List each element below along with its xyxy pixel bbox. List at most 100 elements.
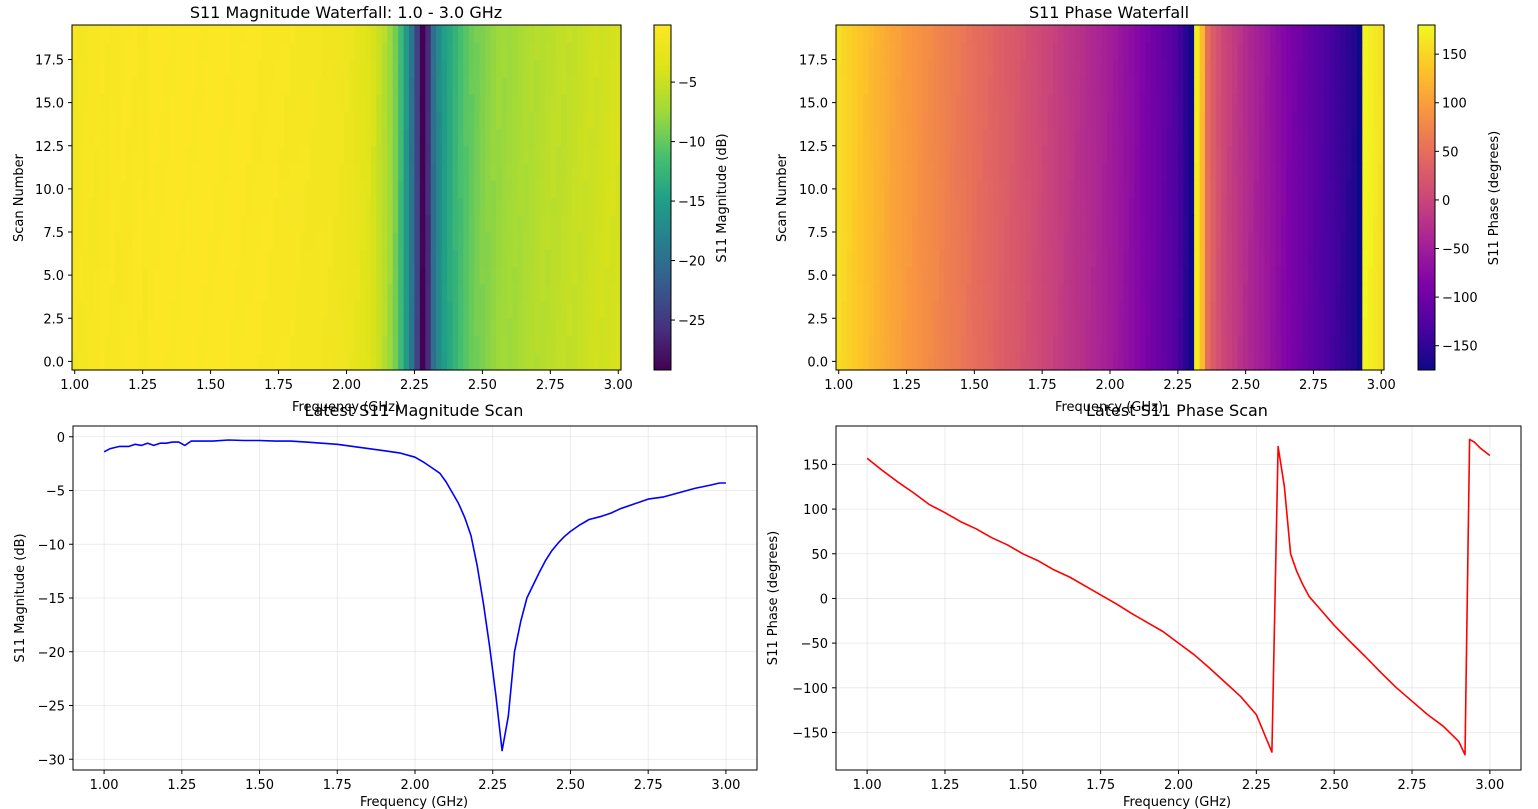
magnitude-heatmap-cell	[197, 335, 204, 354]
magnitude-heatmap-cell	[447, 128, 454, 147]
magnitude-heatmap-cell	[256, 283, 263, 302]
magnitude-heatmap-cell	[447, 249, 454, 268]
magnitude-heatmap-cell	[490, 128, 497, 147]
phase-heatmap-cell	[1253, 214, 1260, 233]
magnitude-heatmap-cell	[99, 76, 106, 95]
phase-heatmap-cell	[1188, 301, 1195, 319]
magnitude-heatmap-cell	[245, 111, 252, 130]
magnitude-heatmap-cell	[501, 163, 508, 181]
phase-heatmap-cell	[1335, 128, 1342, 147]
magnitude-heatmap-cell	[425, 111, 432, 130]
phase-heatmap-cell	[1302, 266, 1309, 285]
magnitude-heatmap-cell	[555, 335, 562, 354]
phase-heatmap-cell	[928, 76, 935, 95]
phase-heatmap-cell	[928, 232, 935, 250]
phase-heatmap-cell	[982, 145, 989, 164]
magnitude-heatmap-cell	[343, 128, 350, 147]
magnitude-heatmap-cell	[186, 25, 193, 43]
magnitude-heatmap-cell	[599, 249, 606, 268]
magnitude-heatmap-cell	[338, 352, 345, 371]
magnitude-heatmap-cell	[485, 163, 492, 181]
magnitude-heatmap-cell	[256, 197, 263, 216]
y-tick-label: 0	[57, 431, 65, 446]
magnitude-heatmap-cell	[398, 163, 405, 181]
phase-heatmap-cell	[1047, 111, 1054, 130]
magnitude-heatmap-cell	[311, 197, 318, 216]
magnitude-heatmap-cell	[191, 283, 198, 302]
phase-heatmap-cell	[1308, 266, 1315, 285]
magnitude-heatmap-cell	[294, 111, 301, 130]
phase-heatmap-cell	[1232, 318, 1239, 337]
magnitude-heatmap-cell	[186, 76, 193, 95]
phase-heatmap-cell	[1351, 232, 1358, 250]
x-tick-label: 2.25	[1163, 378, 1192, 393]
phase-heatmap-cell	[873, 249, 881, 268]
phase-heatmap-cell	[1096, 128, 1103, 147]
phase-heatmap-cell	[852, 266, 859, 285]
magnitude-heatmap-cell	[256, 59, 263, 78]
phase-waterfall-ylabel: Scan Number	[775, 153, 790, 242]
magnitude-heatmap-cell	[169, 76, 176, 95]
magnitude-heatmap-cell	[72, 335, 79, 354]
magnitude-heatmap-cell	[610, 111, 617, 130]
phase-heatmap-cell	[1139, 76, 1146, 95]
magnitude-heatmap-cell	[327, 163, 334, 181]
magnitude-heatmap-cell	[197, 128, 204, 147]
phase-heatmap-cell	[1161, 42, 1168, 61]
phase-heatmap-cell	[1053, 232, 1060, 250]
magnitude-heatmap-cell	[278, 197, 285, 216]
phase-heatmap-cell	[1166, 335, 1173, 354]
magnitude-heatmap-cell	[523, 59, 530, 78]
magnitude-heatmap-cell	[322, 266, 329, 285]
magnitude-heatmap-cell	[300, 249, 307, 268]
magnitude-heatmap-cell	[561, 249, 568, 268]
magnitude-heatmap-cell	[240, 197, 247, 216]
magnitude-heatmap-cell	[93, 180, 100, 199]
magnitude-heatmap-cell	[452, 214, 459, 233]
magnitude-heatmap-cell	[376, 111, 383, 130]
phase-heatmap-cell	[1248, 232, 1255, 250]
magnitude-heatmap-cell	[305, 94, 312, 112]
phase-heatmap-cell	[1329, 180, 1336, 199]
magnitude-heatmap-cell	[539, 283, 546, 302]
magnitude-heatmap-cell	[517, 214, 524, 233]
phase-heatmap-cell	[977, 249, 984, 268]
phase-heatmap-cell	[1378, 214, 1385, 233]
phase-heatmap-cell	[1362, 283, 1369, 302]
phase-heatmap-cell	[1166, 42, 1173, 61]
magnitude-heatmap-cell	[387, 111, 394, 130]
phase-heatmap-cell	[1351, 42, 1358, 61]
phase-heatmap-cell	[1280, 318, 1287, 337]
magnitude-heatmap-cell	[327, 266, 334, 285]
magnitude-heatmap-cell	[267, 266, 274, 285]
magnitude-heatmap-cell	[506, 283, 513, 302]
magnitude-heatmap-cell	[615, 111, 622, 130]
phase-heatmap-cell	[993, 266, 1000, 285]
magnitude-heatmap-cell	[452, 318, 459, 337]
phase-heatmap-cell	[873, 301, 881, 319]
phase-heatmap-cell	[863, 352, 870, 371]
magnitude-heatmap-cell	[463, 249, 470, 268]
phase-heatmap-cell	[1215, 214, 1222, 233]
magnitude-heatmap-cell	[93, 25, 100, 43]
phase-heatmap-cell	[890, 214, 897, 233]
phase-heatmap-cell	[1145, 197, 1152, 216]
magnitude-heatmap-cell	[365, 42, 372, 61]
magnitude-heatmap-cell	[251, 197, 258, 216]
phase-heatmap-cell	[1161, 283, 1168, 302]
phase-heatmap-cell	[1356, 232, 1363, 250]
phase-heatmap-cell	[1378, 59, 1385, 78]
magnitude-heatmap-cell	[349, 232, 356, 250]
phase-heatmap-cell	[879, 128, 886, 147]
magnitude-heatmap-cell	[142, 266, 149, 285]
phase-heatmap-cell	[1036, 145, 1043, 164]
magnitude-heatmap-cell	[278, 266, 285, 285]
magnitude-heatmap-cell	[158, 94, 166, 112]
phase-heatmap-cell	[1291, 197, 1298, 216]
phase-heatmap-cell	[977, 301, 984, 319]
phase-heatmap-cell	[1058, 232, 1065, 250]
colorbar-tick-label: −25	[678, 314, 705, 329]
phase-heatmap-cell	[1248, 94, 1255, 112]
phase-heatmap-cell	[1329, 25, 1336, 43]
phase-heatmap-cell	[960, 25, 967, 43]
